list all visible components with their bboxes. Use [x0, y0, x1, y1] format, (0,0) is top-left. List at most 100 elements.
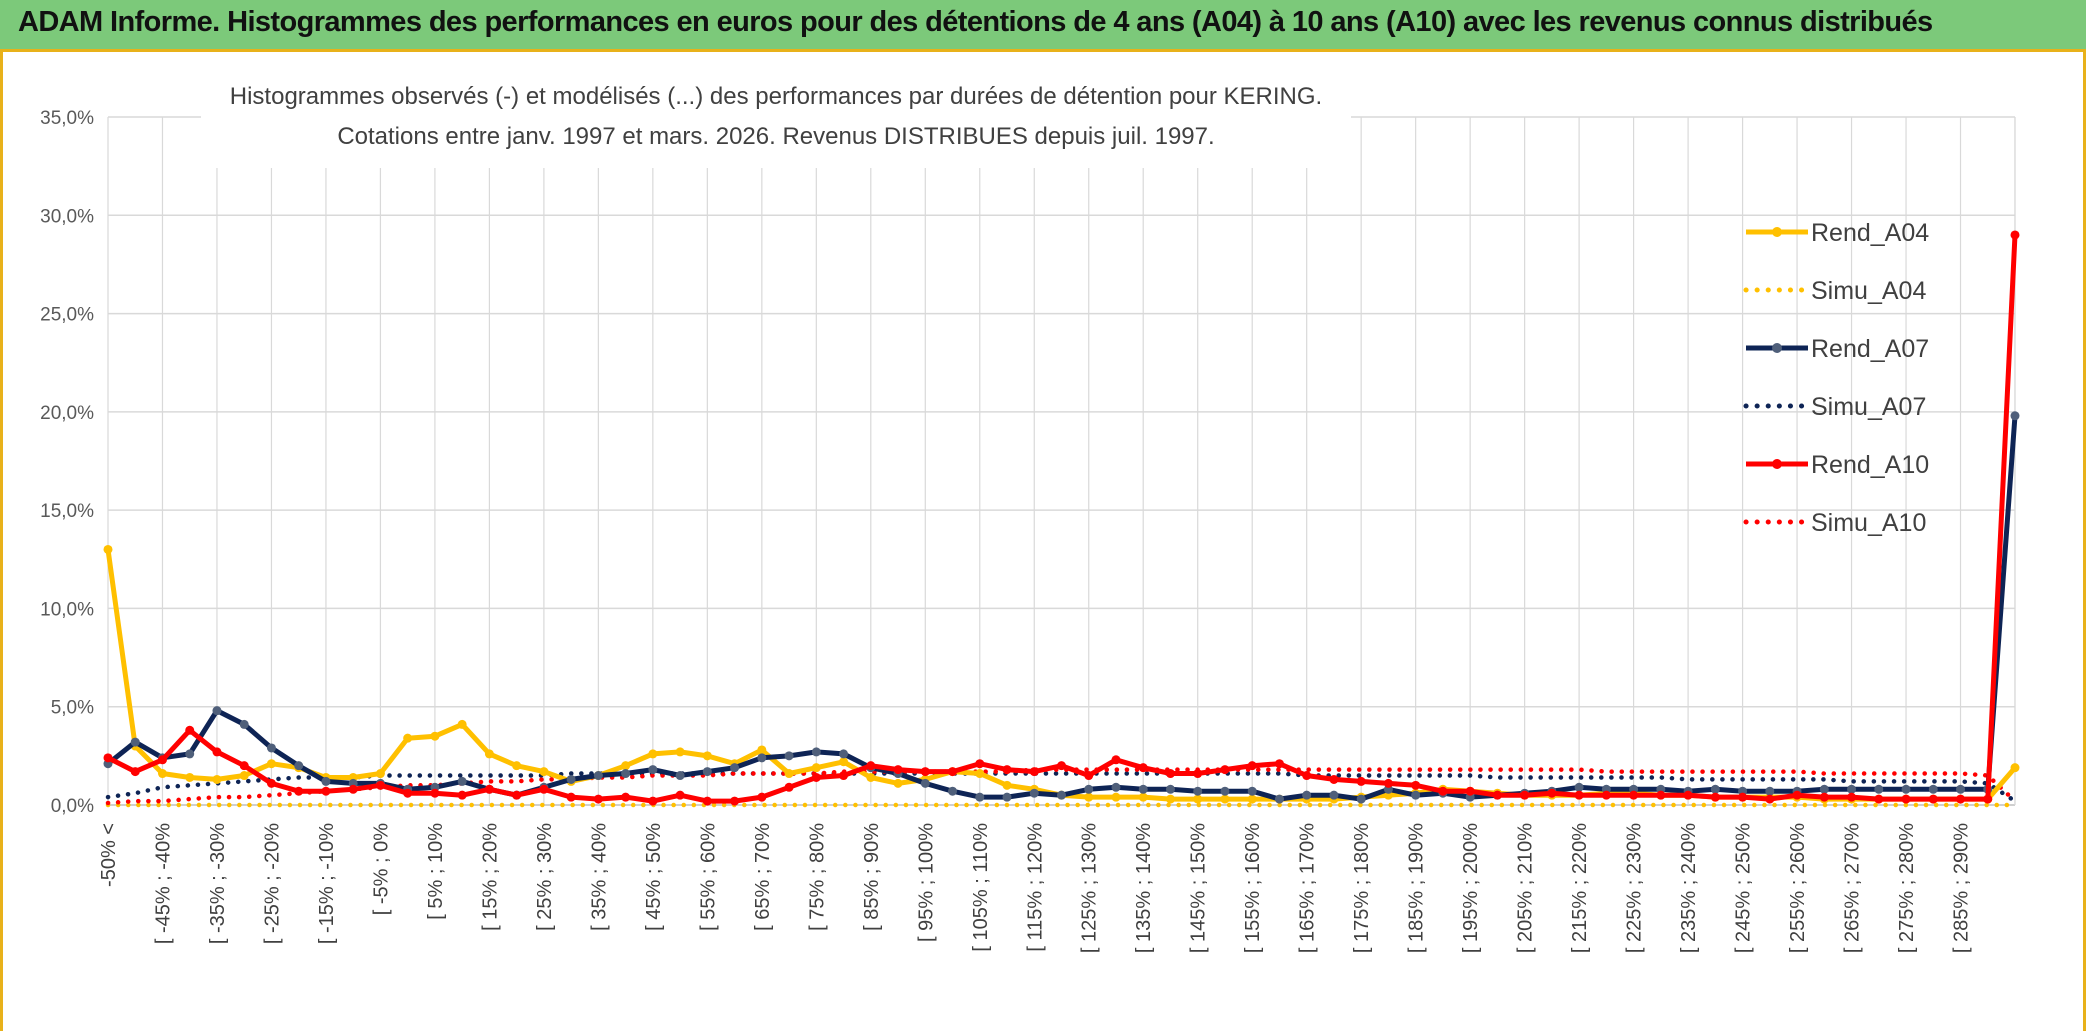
data-point-rend-a07 [1057, 790, 1066, 800]
legend-marker-rend-a10 [1772, 459, 1782, 469]
data-point-rend-a10 [1383, 778, 1393, 788]
data-point-rend-a07 [757, 753, 767, 763]
x-tick-label: [ 205% ; 210% [1515, 823, 1537, 953]
data-point-rend-a10 [757, 792, 767, 802]
data-point-rend-a10 [1274, 759, 1284, 769]
data-point-rend-a10 [1329, 774, 1339, 784]
chart-subtitle: Cotations entre janv. 1997 et mars. 2026… [337, 123, 1214, 150]
x-tick-label: [ 5% ; 10% [425, 823, 447, 920]
data-point-rend-a10 [730, 796, 740, 806]
data-point-rend-a07 [2010, 411, 2020, 421]
data-point-rend-a10 [1547, 788, 1557, 798]
x-tick-label: [ 35% ; 40% [588, 823, 610, 931]
x-tick-label: [ 25% ; 30% [534, 823, 556, 931]
data-point-rend-a10 [1956, 794, 1966, 804]
x-tick-label: [ 75% ; 80% [806, 823, 828, 931]
x-tick-label: [ 115% ; 120% [1024, 823, 1046, 952]
legend-marker-rend-a07 [1772, 343, 1782, 353]
x-tick-label: [ 45% ; 50% [643, 823, 665, 931]
data-point-rend-a07 [566, 774, 576, 784]
data-point-rend-a10 [784, 782, 794, 792]
data-point-rend-a07 [975, 792, 985, 802]
data-point-rend-a04 [1165, 794, 1175, 804]
data-point-rend-a10 [1874, 794, 1884, 804]
x-tick-label: [ 275% ; 280% [1896, 823, 1918, 953]
data-point-rend-a04 [757, 745, 767, 755]
x-tick-label: [ 235% ; 240% [1678, 823, 1700, 953]
data-point-rend-a10 [1193, 769, 1203, 779]
data-point-rend-a10 [1928, 794, 1938, 804]
y-tick-label: 25,0% [40, 305, 94, 326]
y-tick-label: 20,0% [40, 403, 94, 424]
x-tick-label: [ -25% ; -20% [261, 823, 283, 944]
data-point-rend-a10 [975, 759, 985, 769]
data-point-rend-a07 [920, 778, 930, 788]
data-point-rend-a07 [811, 747, 821, 757]
data-point-rend-a10 [566, 792, 576, 802]
data-point-rend-a10 [1847, 792, 1857, 802]
data-point-rend-a07 [948, 786, 958, 796]
grid-layer [107, 116, 2016, 806]
x-tick-label: [ 215% ; 220% [1569, 823, 1591, 953]
data-point-rend-a10 [1111, 755, 1121, 765]
data-point-rend-a10 [1220, 765, 1230, 775]
data-point-rend-a10 [239, 761, 249, 771]
data-point-rend-a07 [1247, 786, 1257, 796]
x-tick-label: [ -5% ; 0% [370, 823, 392, 915]
data-point-rend-a10 [2010, 230, 2020, 240]
data-point-rend-a04 [975, 769, 985, 779]
x-tick-label: [ 165% ; 170% [1297, 823, 1319, 953]
data-point-rend-a04 [866, 772, 876, 782]
data-point-rend-a10 [1738, 792, 1748, 802]
legend-label-simu-a10: Simu_A10 [1811, 509, 1926, 537]
x-tick-label: [ 65% ; 70% [752, 823, 774, 931]
x-tick-label: [ 95% ; 100% [915, 823, 937, 942]
data-point-rend-a07 [1002, 792, 1012, 802]
data-point-rend-a10 [1710, 792, 1720, 802]
data-point-rend-a07 [1411, 790, 1421, 800]
data-point-rend-a10 [920, 767, 930, 777]
axis-layer: 0,0% 5,0% 10,0% 15,0% 20,0% 25,0% 30,0% 35,0% -5… [40, 108, 1972, 953]
data-point-rend-a10 [1165, 769, 1175, 779]
data-point-rend-a04 [621, 761, 631, 771]
data-point-rend-a10 [1084, 771, 1094, 781]
x-tick-label: [ 105% ; 110% [970, 823, 992, 952]
data-point-rend-a10 [1574, 790, 1584, 800]
data-point-rend-a10 [1819, 792, 1829, 802]
data-point-rend-a10 [1901, 794, 1911, 804]
data-point-rend-a07 [730, 763, 740, 773]
data-point-rend-a10 [403, 788, 413, 798]
x-tick-label: [ 175% ; 180% [1351, 823, 1373, 953]
data-point-rend-a07 [1574, 782, 1584, 792]
y-tick-label: 5,0% [51, 698, 94, 719]
data-point-rend-a10 [1656, 790, 1666, 800]
data-point-rend-a10 [212, 747, 222, 757]
data-point-rend-a10 [1683, 790, 1693, 800]
data-point-rend-a07 [621, 769, 631, 779]
data-point-rend-a10 [593, 794, 603, 804]
data-point-rend-a10 [648, 796, 658, 806]
data-point-rend-a04 [375, 769, 385, 779]
data-point-rend-a10 [1792, 790, 1802, 800]
chart-svg: 0,0% 5,0% 10,0% 15,0% 20,0% 25,0% 30,0% 35,0% -5… [40, 72, 2020, 953]
data-point-rend-a07 [1165, 784, 1175, 794]
data-point-rend-a07 [1302, 790, 1312, 800]
legend-label-simu-a04: Simu_A04 [1811, 277, 1926, 305]
data-point-rend-a04 [1138, 792, 1148, 802]
y-tick-label: 10,0% [40, 599, 94, 620]
data-point-rend-a07 [1274, 794, 1284, 804]
x-tick-label: [ -35% ; -30% [207, 823, 229, 944]
data-point-rend-a04 [1084, 792, 1094, 802]
data-point-rend-a07 [130, 737, 140, 747]
data-point-rend-a10 [185, 725, 195, 735]
data-point-rend-a04 [784, 769, 794, 779]
data-point-rend-a04 [512, 761, 522, 771]
data-point-rend-a10 [1411, 780, 1421, 790]
data-point-rend-a07 [1193, 786, 1203, 796]
series-line-rend-a10 [106, 234, 2018, 804]
data-point-rend-a07 [1956, 784, 1966, 794]
data-point-rend-a04 [1002, 780, 1012, 790]
data-point-rend-a10 [321, 786, 331, 796]
x-tick-label: [ 15% ; 20% [479, 823, 501, 931]
data-point-rend-a07 [1710, 784, 1720, 794]
